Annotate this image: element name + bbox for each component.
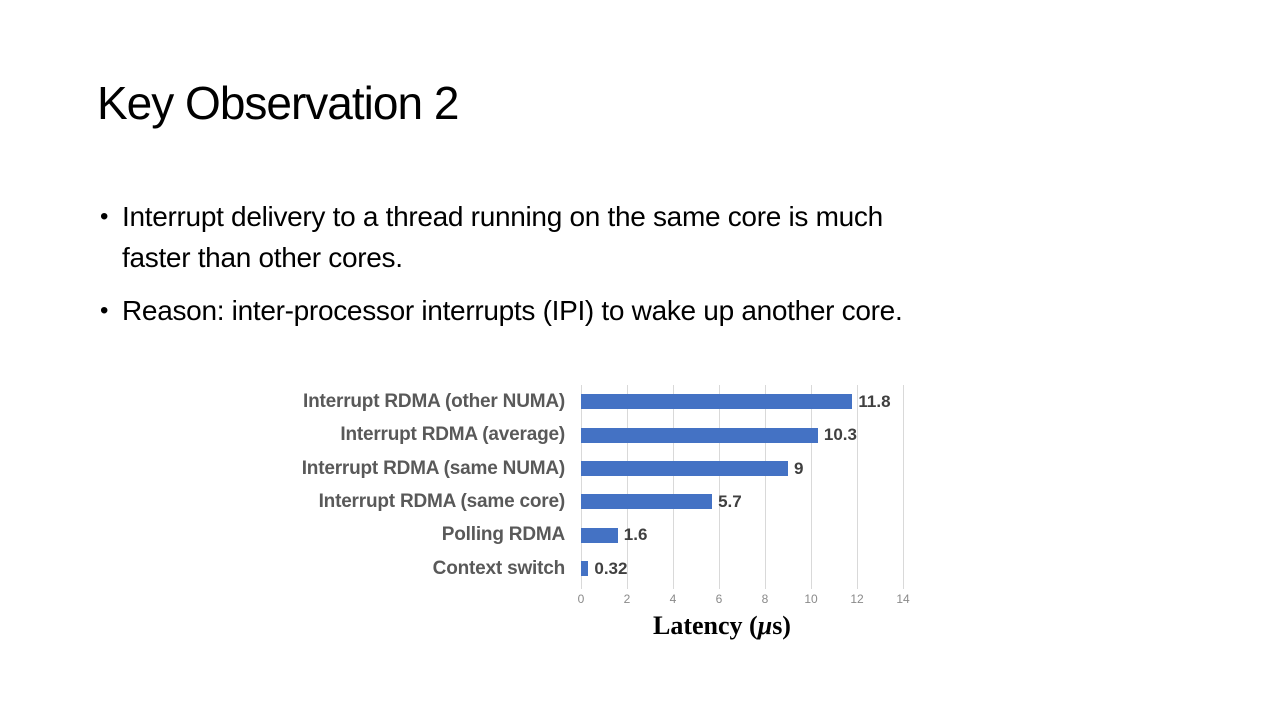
category-label: Interrupt RDMA (average) [340,424,565,446]
bullet-text-line: Interrupt delivery to a thread running o… [122,201,883,232]
gridline [902,385,904,589]
bar [581,527,618,543]
value-label: 5.7 [718,492,742,511]
gridline [856,385,858,589]
x-tick-label: 0 [577,592,585,606]
value-label: 9 [794,458,804,478]
x-tick-label: 6 [715,592,723,606]
value-label: 11.8 [858,392,891,411]
category-label: Interrupt RDMA (same core) [318,491,566,512]
x-axis-title-text: s) [772,611,791,640]
bullet-text-line: faster than other cores. [122,242,403,273]
category-label: Interrupt RDMA (same NUMA) [301,457,565,479]
x-axis-title-mu: μ [757,611,773,640]
x-axis-title-text: Latency ( [653,611,758,640]
category-label: Interrupt RDMA (other NUMA) [303,391,565,412]
bar [581,560,589,576]
bar [581,460,788,476]
bullet-item: Reason: inter-processor interrupts (IPI)… [100,290,1170,331]
gridline [810,385,812,589]
latency-bar-chart: 0 2 4 6 8 10 12 14 Interrupt RDMA (other NUMA) 11… [245,383,935,648]
gridline [580,385,582,589]
value-label: 0.32 [594,558,628,578]
category-label: Polling RDMA [441,524,565,546]
x-tick-label: 8 [761,592,769,606]
gridline [626,385,628,589]
x-tick-label: 10 [804,592,818,606]
bullet-item: Interrupt delivery to a thread running o… [100,196,1170,278]
slide-title: Key Observation 2 [97,77,459,129]
gridline [672,385,674,589]
gridline [718,385,720,589]
bar [581,494,713,510]
bar [581,427,818,443]
category-label: Context switch [432,557,566,579]
bullet-text-line: Reason: inter-processor interrupts (IPI)… [122,295,903,326]
value-label: 10.3 [823,425,857,445]
x-tick-label: 2 [623,592,631,606]
x-tick-label: 14 [896,592,910,606]
x-tick-label: 12 [850,592,864,606]
x-axis-title: Latency (μs) [561,611,883,641]
bar [581,394,853,410]
value-label: 1.6 [623,525,648,545]
bullet-list: Interrupt delivery to a thread running o… [100,196,1170,343]
gridline [764,385,766,589]
x-tick-label: 4 [669,592,677,606]
